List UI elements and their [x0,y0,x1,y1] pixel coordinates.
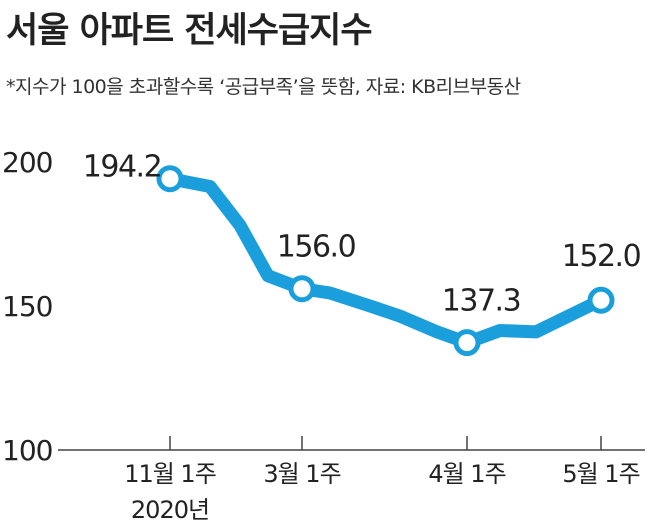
data-labels: 194.2 156.0 137.3 152.0 [83,150,642,319]
data-point-marker [587,286,615,314]
data-points [156,165,615,357]
data-label: 194.2 [83,150,161,185]
x-tick-label: 5월 1주 [562,460,639,488]
y-tick-label: 150 [2,290,52,323]
x-year-label: 2020년 [131,496,209,524]
y-tick-label: 100 [2,434,52,467]
series [163,172,608,350]
data-label: 137.3 [442,284,520,319]
y-tick-label: 200 [2,146,52,179]
x-tick-label: 4월 1주 [428,460,505,488]
data-label: 152.0 [562,239,641,274]
chart-subtitle: *지수가 100을 초과할수록 ‘공급부족’을 뜻함, 자료: KB리브부동산 [6,76,521,98]
chart-title: 서울 아파트 전세수급지수 [6,11,373,51]
x-tick-label: 3월 1주 [263,460,340,488]
data-label: 156.0 [277,230,356,265]
x-axis: 11월 1주 3월 1주 4월 1주 5월 1주 2020년 [58,436,645,524]
series-line [163,172,608,350]
x-tick-label: 11월 1주 [124,460,216,488]
data-point-marker [288,275,316,303]
data-point-marker [156,165,184,193]
y-axis: 200 150 100 [2,146,53,467]
data-point-marker [453,329,481,357]
